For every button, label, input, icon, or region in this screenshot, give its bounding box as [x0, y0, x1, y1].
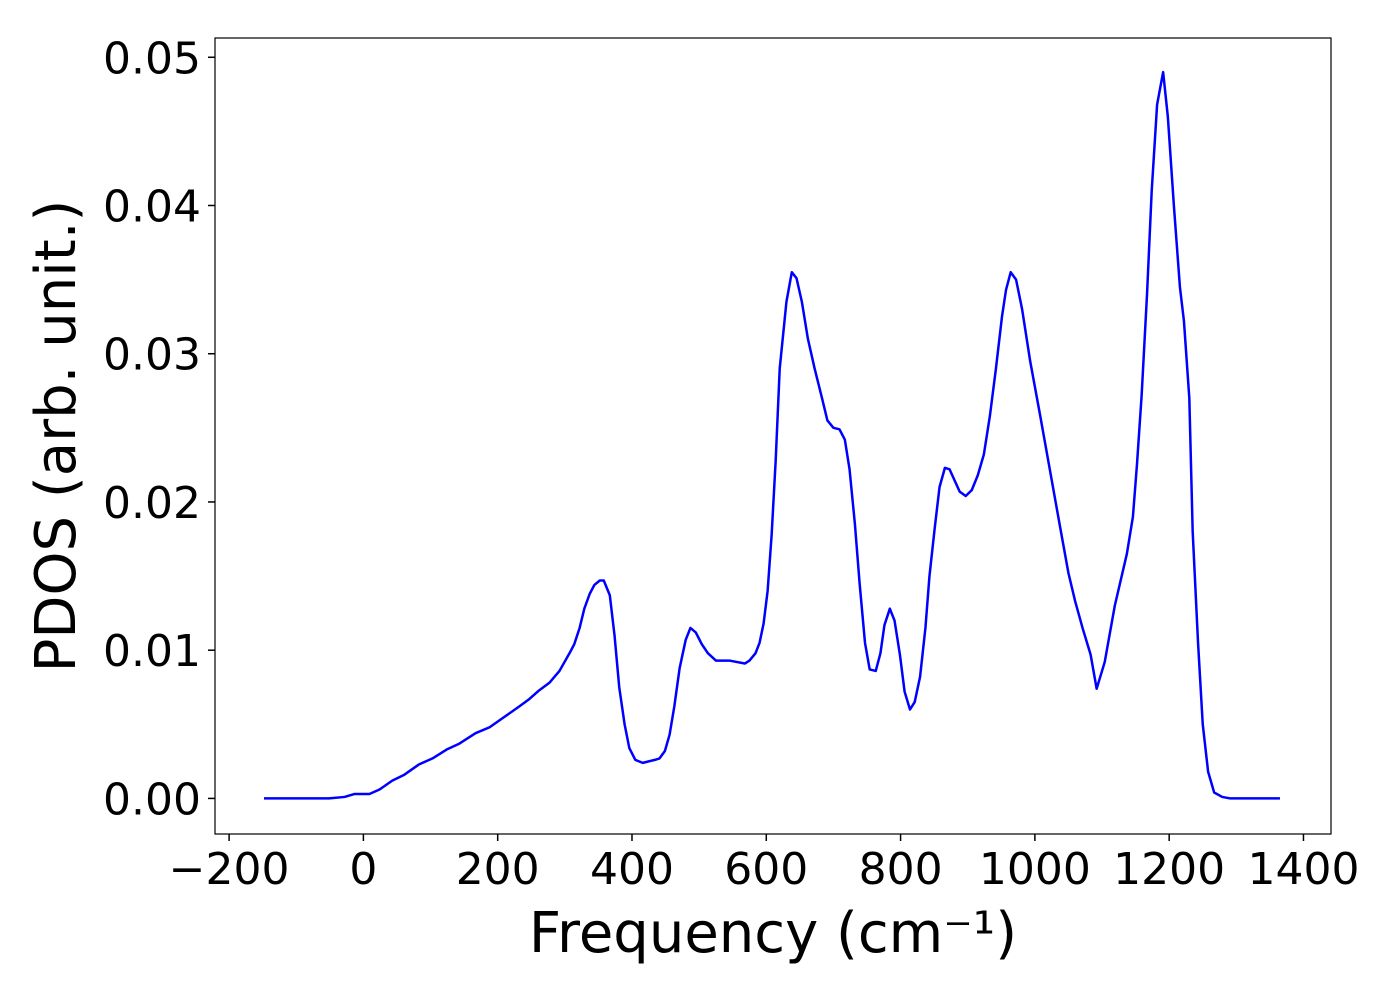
y-tick-label: 0.04	[103, 182, 201, 233]
x-tick-label: 1200	[1113, 844, 1225, 895]
x-tick-label: −200	[169, 844, 290, 895]
y-tick-label: 0.00	[103, 774, 201, 825]
x-tick-label: 0	[349, 844, 377, 895]
y-tick-label: 0.01	[103, 626, 201, 677]
y-tick-label: 0.02	[103, 478, 201, 529]
y-axis-label: PDOS (arb. unit.)	[24, 200, 89, 673]
x-tick-label: 600	[724, 844, 808, 895]
line-series	[264, 70, 1280, 800]
x-tick-label: 1400	[1247, 844, 1359, 895]
x-tick-label: 200	[456, 844, 540, 895]
y-tick-label: 0.03	[103, 330, 201, 381]
plot-frame	[214, 37, 1332, 835]
y-tick-label: 0.05	[103, 33, 201, 84]
x-tick-label: 400	[590, 844, 674, 895]
x-axis-label: Frequency (cm⁻¹)	[529, 901, 1017, 966]
x-tick-label: 800	[859, 844, 943, 895]
x-tick-label: 1000	[979, 844, 1091, 895]
